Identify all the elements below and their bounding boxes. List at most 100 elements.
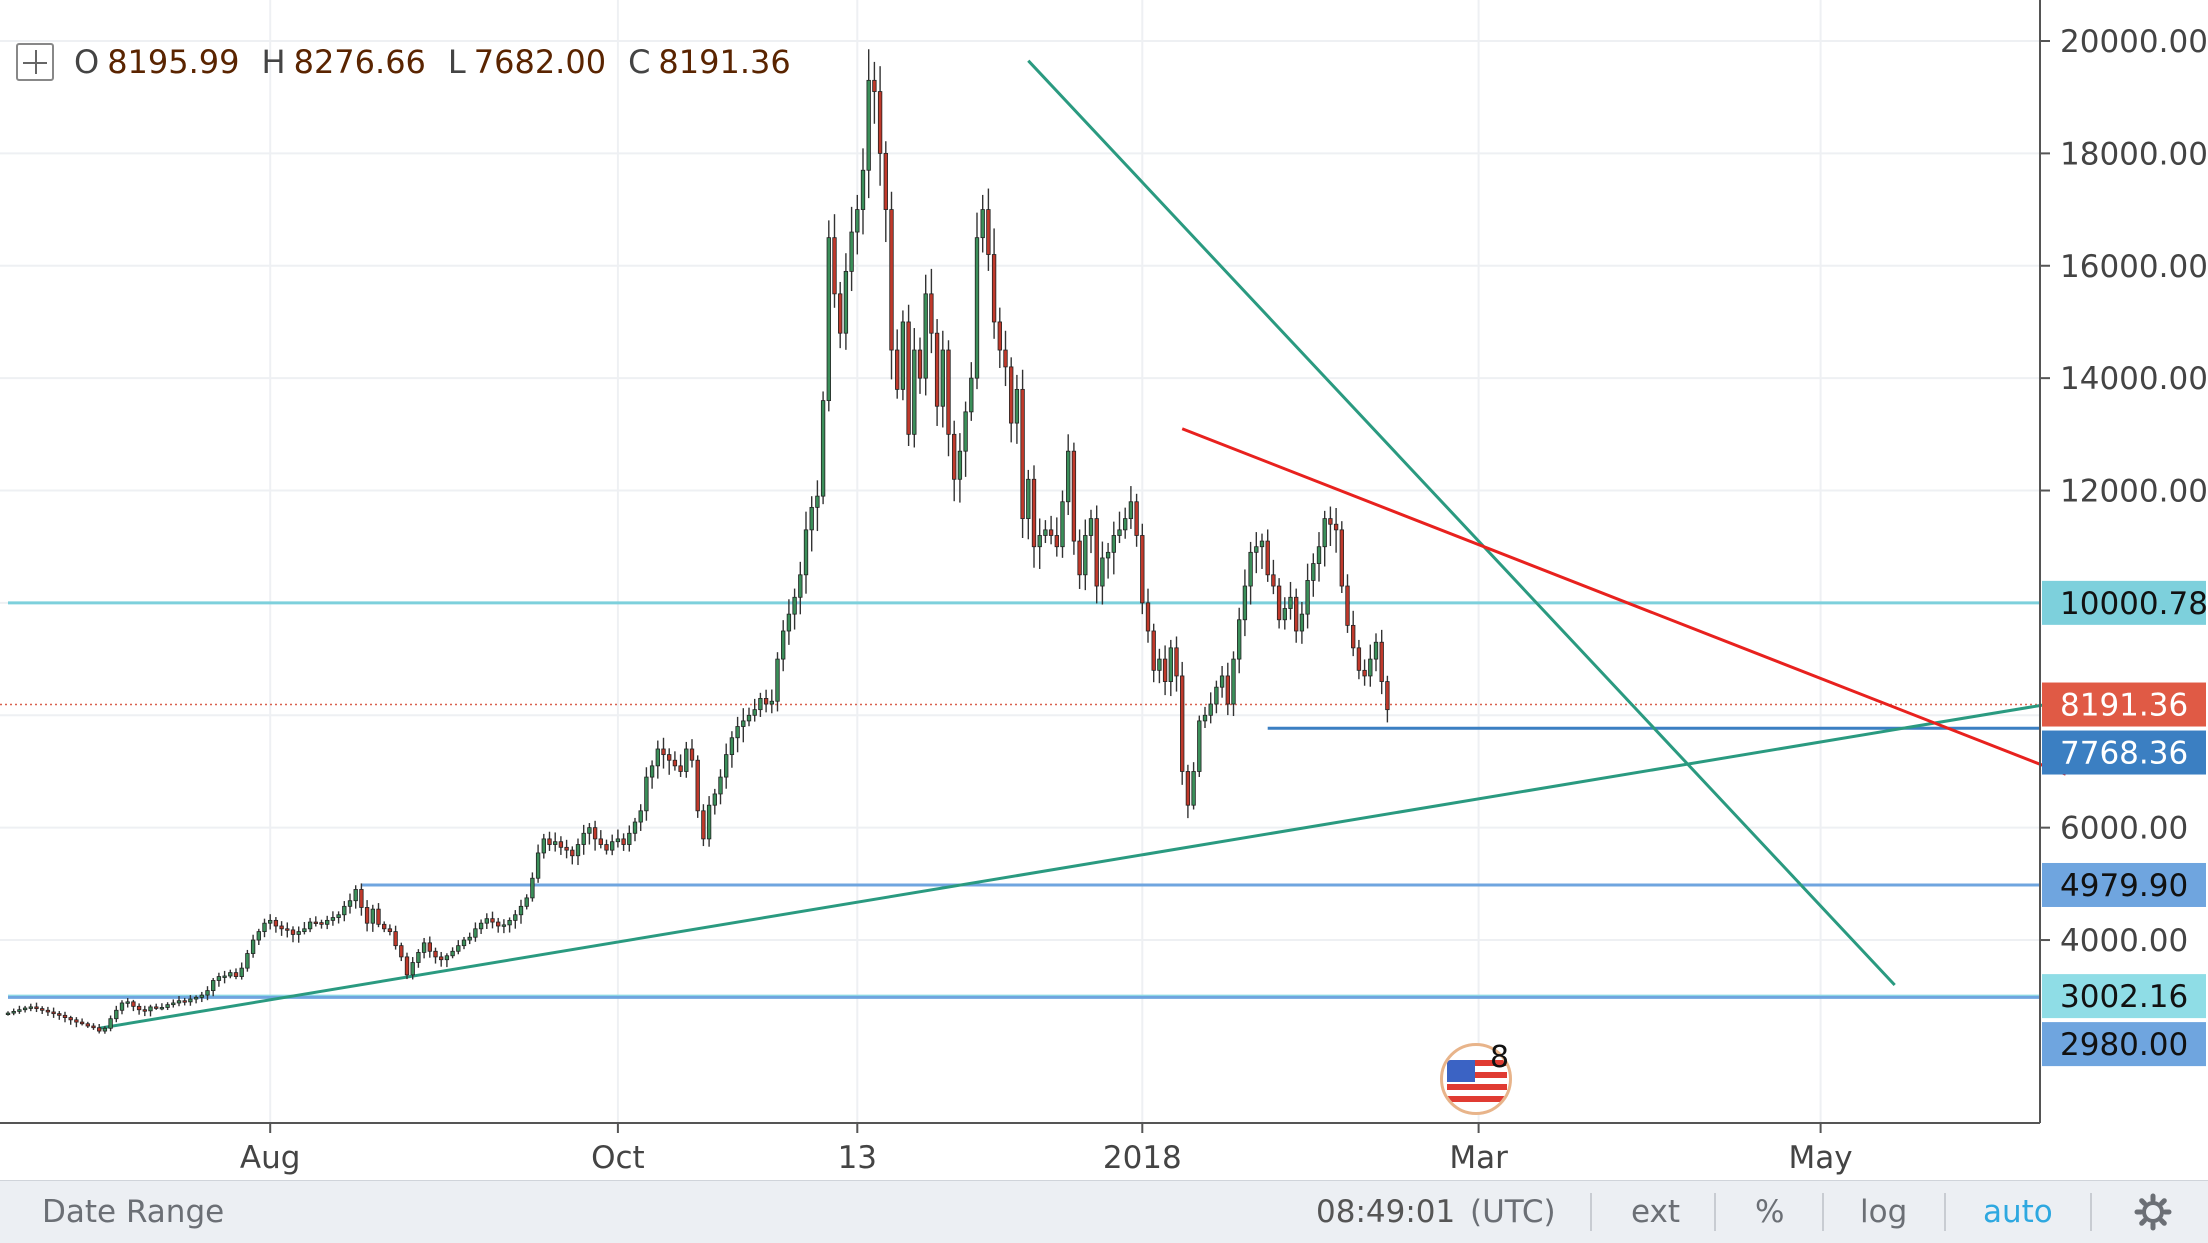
candle-up: [1026, 478, 1031, 520]
candle-up: [1202, 714, 1208, 722]
candle-up: [456, 945, 461, 952]
candle-up: [1066, 450, 1071, 503]
chart-axes: [0, 0, 2050, 1133]
candle-up: [211, 980, 216, 992]
timezone-button[interactable]: (UTC): [1470, 1194, 1556, 1230]
candle-down: [1294, 596, 1299, 632]
candle-up: [615, 838, 621, 843]
candle-up: [792, 596, 797, 615]
trend-lines: [98, 59, 2067, 1030]
candle-down: [1140, 535, 1145, 604]
candle-up: [752, 709, 757, 716]
candle-up: [900, 321, 906, 390]
candle-up: [1242, 585, 1248, 621]
candle-up: [980, 209, 985, 239]
auto-scale-toggle[interactable]: auto: [1983, 1194, 2053, 1230]
candle-up: [1311, 563, 1316, 581]
candle-down: [40, 1008, 45, 1011]
candle-up: [541, 838, 546, 854]
candle-down: [393, 931, 398, 947]
price-tag-label: 2980.00: [2060, 1027, 2188, 1063]
candle-up: [974, 237, 980, 379]
candle-up: [245, 953, 250, 969]
candle-down: [496, 921, 501, 927]
price-tag-box: [2042, 1022, 2206, 1067]
candle-up: [421, 942, 427, 953]
settings-gear-icon[interactable]: [2134, 1193, 2172, 1231]
candle-down: [313, 921, 318, 924]
candle-up: [336, 914, 341, 918]
candle-up: [1214, 686, 1219, 705]
crosshair-icon[interactable]: [16, 43, 54, 81]
candle-down: [1162, 658, 1168, 682]
candle-down: [672, 759, 678, 767]
candle-down: [1271, 574, 1276, 587]
close-label: C: [628, 43, 651, 81]
candle-up: [1157, 658, 1162, 671]
candle-up: [188, 998, 193, 1003]
candle-up: [729, 737, 735, 756]
percent-scale-toggle[interactable]: %: [1755, 1194, 1785, 1230]
candle-up: [724, 754, 729, 778]
log-scale-toggle[interactable]: log: [1860, 1194, 1908, 1230]
candle-up: [769, 700, 774, 705]
price-tag-box: [2042, 862, 2206, 907]
price-tag-label: 7768.36: [2060, 736, 2188, 772]
events-count-badge: 8: [1490, 1040, 1510, 1075]
candle-up: [119, 1002, 125, 1011]
candle-up: [1288, 596, 1293, 609]
candle-down: [763, 698, 769, 705]
candle-down: [1180, 675, 1185, 772]
candle-up: [912, 349, 917, 435]
trend-line: [1181, 427, 2067, 776]
candle-down: [838, 293, 843, 334]
candle-down: [1379, 641, 1384, 682]
candle-up: [268, 919, 273, 924]
time-tick-label: Oct: [591, 1140, 645, 1176]
candle-down: [564, 846, 569, 851]
candle-up: [473, 928, 478, 938]
low-label: L: [447, 43, 466, 81]
candle-down: [1077, 540, 1082, 576]
candle-up: [5, 1012, 11, 1015]
candle-down: [558, 841, 564, 848]
candle-down: [832, 237, 837, 295]
candle-up: [239, 967, 244, 977]
candle-down: [404, 956, 410, 976]
candle-down: [1054, 535, 1059, 548]
candle-up: [467, 936, 472, 941]
candle-up: [513, 914, 518, 921]
candle-down: [877, 91, 883, 154]
candle-up: [1237, 619, 1242, 660]
candle-up: [450, 950, 455, 957]
toolbar-divider: [1590, 1193, 1592, 1231]
candle-up: [1105, 551, 1111, 559]
price-tag-label: 4979.90: [2060, 868, 2188, 904]
candle-up: [501, 924, 507, 927]
candle-down: [285, 928, 290, 931]
price-tag-box: [2042, 974, 2206, 1019]
candle-up: [627, 832, 632, 845]
candle-down: [547, 838, 552, 845]
candle-up: [1168, 647, 1173, 682]
candle-up: [1259, 540, 1265, 548]
date-range-button[interactable]: Date Range: [42, 1194, 225, 1230]
candle-up: [1197, 720, 1202, 772]
bottom-toolbar: Date Range 08:49:01 (UTC) ext % log auto: [0, 1180, 2208, 1243]
candle-up: [1128, 501, 1134, 520]
candle-down: [364, 907, 370, 924]
candle-down: [1276, 585, 1282, 621]
candle-down: [387, 928, 393, 933]
candle-down: [946, 349, 951, 435]
candle-up: [775, 658, 780, 702]
candle-up: [22, 1007, 28, 1011]
us-flag-icon[interactable]: [1440, 1043, 1512, 1115]
candle-up: [342, 905, 347, 916]
toolbar-divider: [1944, 1193, 1946, 1231]
candle-up: [256, 931, 261, 941]
extended-hours-toggle[interactable]: ext: [1631, 1194, 1681, 1230]
candle-down: [598, 838, 603, 845]
candle-down: [592, 827, 598, 840]
candle-up: [1368, 658, 1373, 677]
